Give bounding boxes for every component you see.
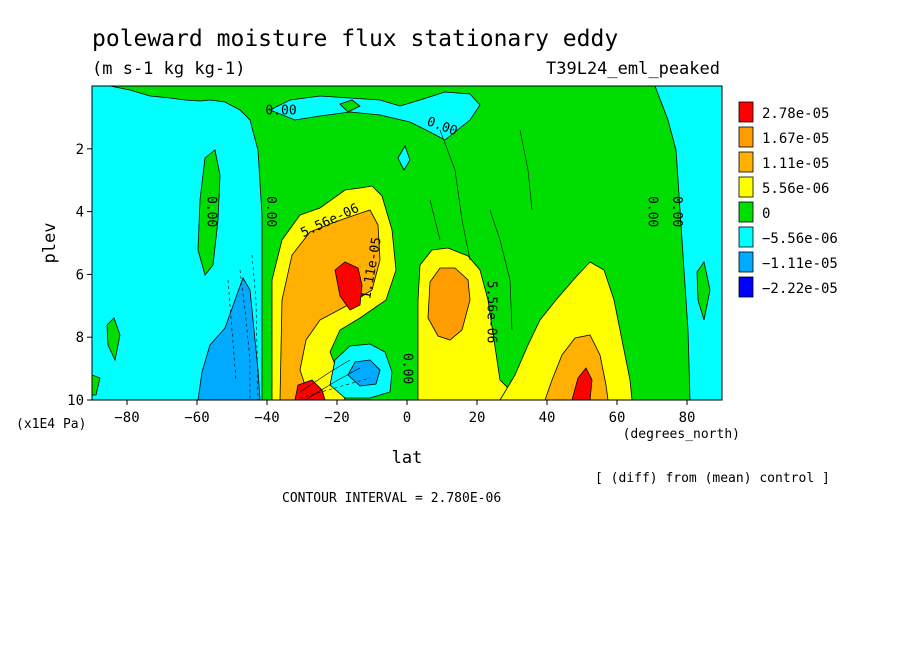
legend-label: 0 <box>762 206 770 222</box>
contour-label: 5.56e-06 <box>484 281 499 344</box>
y-tick-label: 2 <box>76 142 84 158</box>
legend-label: 2.78e-05 <box>762 106 829 122</box>
contour-label: 0.00 <box>265 104 296 119</box>
region-positive-red-south-base <box>294 379 326 400</box>
legend-label: −1.11e-05 <box>762 256 838 272</box>
region-positive-orange-north-tropics <box>427 267 471 341</box>
legend-label: 5.56e-06 <box>762 181 829 197</box>
y-tick-label: 8 <box>76 330 84 346</box>
region-negative-mid-south <box>197 277 261 400</box>
legend-swatch <box>738 126 754 148</box>
contour-interval: CONTOUR INTERVAL = 2.780E-06 <box>282 491 501 506</box>
region-negative-south <box>92 86 263 400</box>
region-negative-top <box>269 91 481 141</box>
x-axis-label: lat <box>392 448 423 468</box>
region-zero-north-island <box>696 261 711 321</box>
legend-swatch <box>738 276 754 298</box>
legend-label: −2.22e-05 <box>762 281 838 297</box>
y-axis-label: plev <box>40 223 60 264</box>
legend-swatch <box>738 226 754 248</box>
region-negative-small-1 <box>397 145 411 171</box>
region-positive-orange-south <box>279 209 381 400</box>
x-tick-label: −60 <box>184 410 209 426</box>
x-tick-label: 40 <box>539 410 556 426</box>
y-tick-label: 10 <box>67 393 84 409</box>
region-positive-orange-north-mid <box>544 334 609 400</box>
x-tick-label: −40 <box>254 410 279 426</box>
region-positive-red-south <box>334 261 363 311</box>
contour-label: 0.00 <box>669 196 684 227</box>
x-tick-label: 20 <box>469 410 486 426</box>
contour-label: 0.00 <box>400 353 415 384</box>
x-tick-label: 80 <box>679 410 696 426</box>
contour-label: 0.00 <box>263 196 278 227</box>
contour-label: 0.00 <box>645 196 660 227</box>
region-negative-north <box>654 86 722 400</box>
legend-swatch <box>738 176 754 198</box>
region-zero-island-1 <box>197 149 221 276</box>
chart-title: poleward moisture flux stationary eddy <box>92 26 618 52</box>
region-positive-red-north-mid <box>571 367 593 400</box>
region-zero-top-island <box>339 99 361 113</box>
region-zero-island-3 <box>92 374 101 396</box>
legend-swatch <box>738 151 754 173</box>
contour-label: 0.00 <box>204 196 219 227</box>
legend-label: 1.11e-05 <box>762 156 829 172</box>
chart-units: (m s-1 kg kg-1) <box>92 59 246 79</box>
y-axis-units: (x1E4 Pa) <box>16 417 86 432</box>
legend-swatch <box>738 201 754 223</box>
legend-swatch <box>738 251 754 273</box>
x-axis-units: (degrees_north) <box>623 427 740 442</box>
y-axis: 2 4 6 8 10 <box>67 142 92 409</box>
region-negative-equator-core <box>347 359 381 387</box>
legend-label: −5.56e-06 <box>762 231 838 247</box>
x-tick-label: 0 <box>403 410 411 426</box>
x-axis: −80 −60 −40 −20 0 20 40 60 80 <box>114 400 695 426</box>
x-tick-label: −20 <box>324 410 349 426</box>
legend-swatch <box>738 101 754 123</box>
legend-label: 1.67e-05 <box>762 131 829 147</box>
y-tick-label: 6 <box>76 267 84 283</box>
run-label: T39L24_eml_peaked <box>546 59 720 79</box>
contour-lines <box>227 129 533 400</box>
legend: 2.78e-05 1.67e-05 1.11e-05 5.56e-06 0 −5.56e-… <box>738 101 838 298</box>
x-tick-label: −80 <box>114 410 139 426</box>
diff-note: [ (diff) from (mean) control ] <box>595 471 830 486</box>
x-tick-label: 60 <box>609 410 626 426</box>
y-tick-label: 4 <box>76 205 84 221</box>
region-zero-island-2 <box>106 317 121 362</box>
plot-area: 0.000.000.00 0.00 5.56e-061.11e-055.56e-06… <box>92 86 722 400</box>
